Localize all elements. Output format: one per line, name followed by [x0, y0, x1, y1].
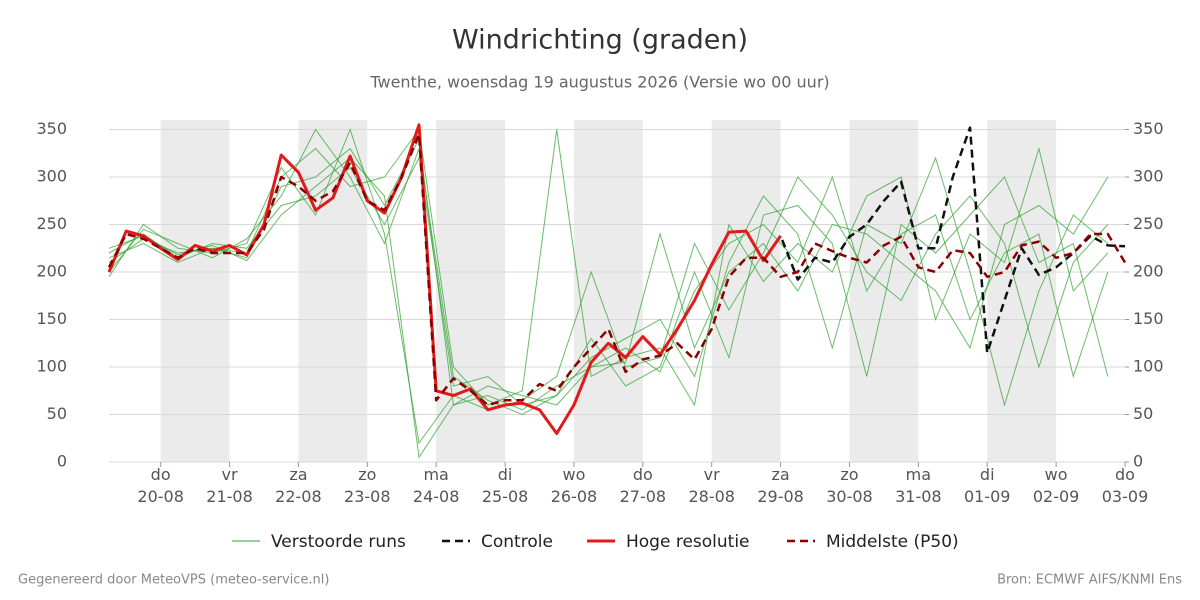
member-line: [108, 128, 1109, 407]
x-tick-label: vr 21-08: [206, 465, 253, 506]
legend-label: Hoge resolutie: [626, 532, 750, 552]
x-tick-label: zo 30-08: [826, 465, 873, 506]
x-tick-label: za 22-08: [275, 465, 322, 506]
day-band: [849, 120, 919, 462]
x-tick-label: za 29-08: [757, 465, 804, 506]
series-line: [107, 133, 1127, 407]
y2-tick-label: 0: [1133, 452, 1143, 471]
y2-tick-label: 300: [1133, 167, 1164, 186]
footer-right: Bron: ECMWF AIFS/KNMI Ens: [997, 573, 1182, 588]
y2-tick-label: 250: [1133, 214, 1164, 233]
x-tick-label: di 25-08: [481, 465, 529, 506]
day-band: [711, 120, 781, 462]
y2-tick-label: 350: [1133, 119, 1164, 138]
member-line: [108, 157, 1109, 459]
y-tick-label: 150: [36, 309, 67, 328]
legend-label: Middelste (P50): [826, 532, 959, 552]
x-tick-label: do 27-08: [619, 465, 667, 506]
y-tick-label: 0: [57, 452, 67, 471]
y2-tick-label: 100: [1133, 357, 1164, 376]
member-line: [108, 156, 1109, 407]
x-tick-label: wo 02-09: [1032, 465, 1080, 506]
x-tick-label: do 03-09: [1101, 465, 1149, 506]
day-band: [436, 120, 506, 462]
y2-tick-label: 50: [1133, 404, 1153, 423]
day-band: [573, 120, 643, 462]
footer-left: Gegenereerd door MeteoVPS (meteo-service…: [18, 573, 329, 588]
y-tick-label: 300: [36, 167, 67, 186]
day-band: [987, 120, 1057, 462]
x-tick-label: vr 28-08: [688, 465, 735, 506]
y-tick-label: 50: [47, 404, 67, 423]
chart-subtitle: Twenthe, woensdag 19 augustus 2026 (Vers…: [369, 73, 829, 92]
y-tick-label: 100: [36, 357, 67, 376]
series-line: [107, 123, 782, 435]
legend-label: Verstoorde runs: [271, 532, 406, 552]
chart-title: Windrichting (graden): [452, 25, 748, 56]
x-tick-label: ma 31-08: [895, 465, 942, 506]
y2-tick-label: 150: [1133, 309, 1164, 328]
day-band: [160, 120, 230, 462]
x-tick-label: wo 26-08: [550, 465, 598, 506]
x-tick-label: di 01-09: [963, 465, 1011, 506]
y-tick-label: 250: [36, 214, 67, 233]
x-tick-label: zo 23-08: [344, 465, 391, 506]
y-tick-label: 200: [36, 262, 67, 281]
legend-label: Controle: [481, 532, 553, 552]
y2-tick-label: 200: [1133, 262, 1164, 281]
member-line: [108, 128, 1109, 416]
y-tick-label: 350: [36, 119, 67, 138]
x-tick-label: ma 24-08: [412, 465, 460, 506]
x-tick-label: do 20-08: [137, 465, 184, 506]
